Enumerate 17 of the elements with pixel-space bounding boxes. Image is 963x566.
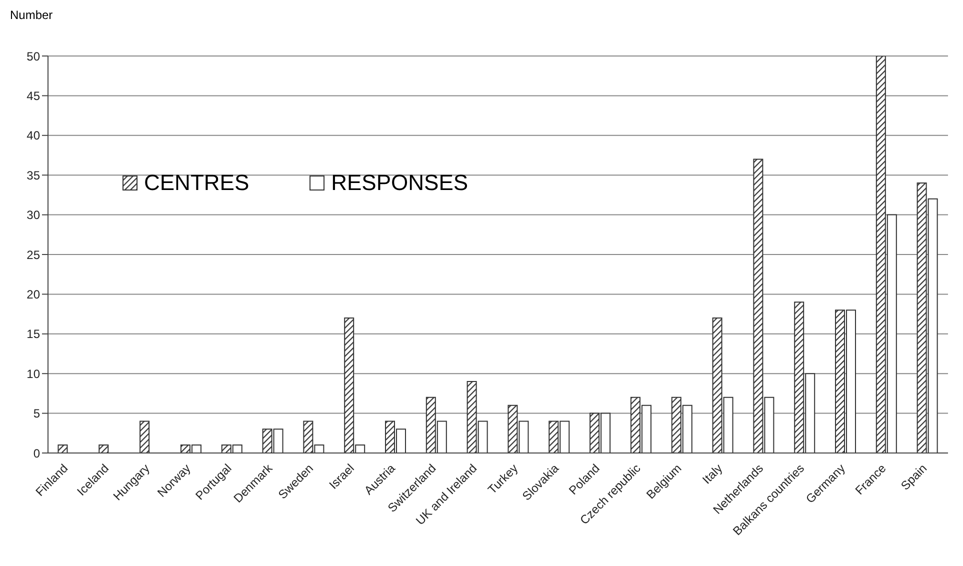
y-tick-label: 15 [26,327,40,342]
y-axis-title: Number [10,8,53,22]
bar [98,444,109,453]
y-tick-label: 10 [26,366,40,381]
bar [58,444,68,453]
bar [140,420,150,453]
y-tick-label: 5 [33,406,40,421]
y-tick-label: 0 [33,446,40,460]
y-tick-label: 30 [26,208,40,222]
y-tick-label: 40 [26,128,40,143]
legend-label: RESPONSES [331,170,468,196]
y-tick-label: 50 [26,49,40,64]
y-tick-label: 25 [26,248,40,262]
legend-label: CENTRES [144,170,250,196]
y-tick-label: 45 [26,88,40,103]
y-tick-label: 35 [26,168,40,182]
y-tick-label: 20 [26,287,40,302]
